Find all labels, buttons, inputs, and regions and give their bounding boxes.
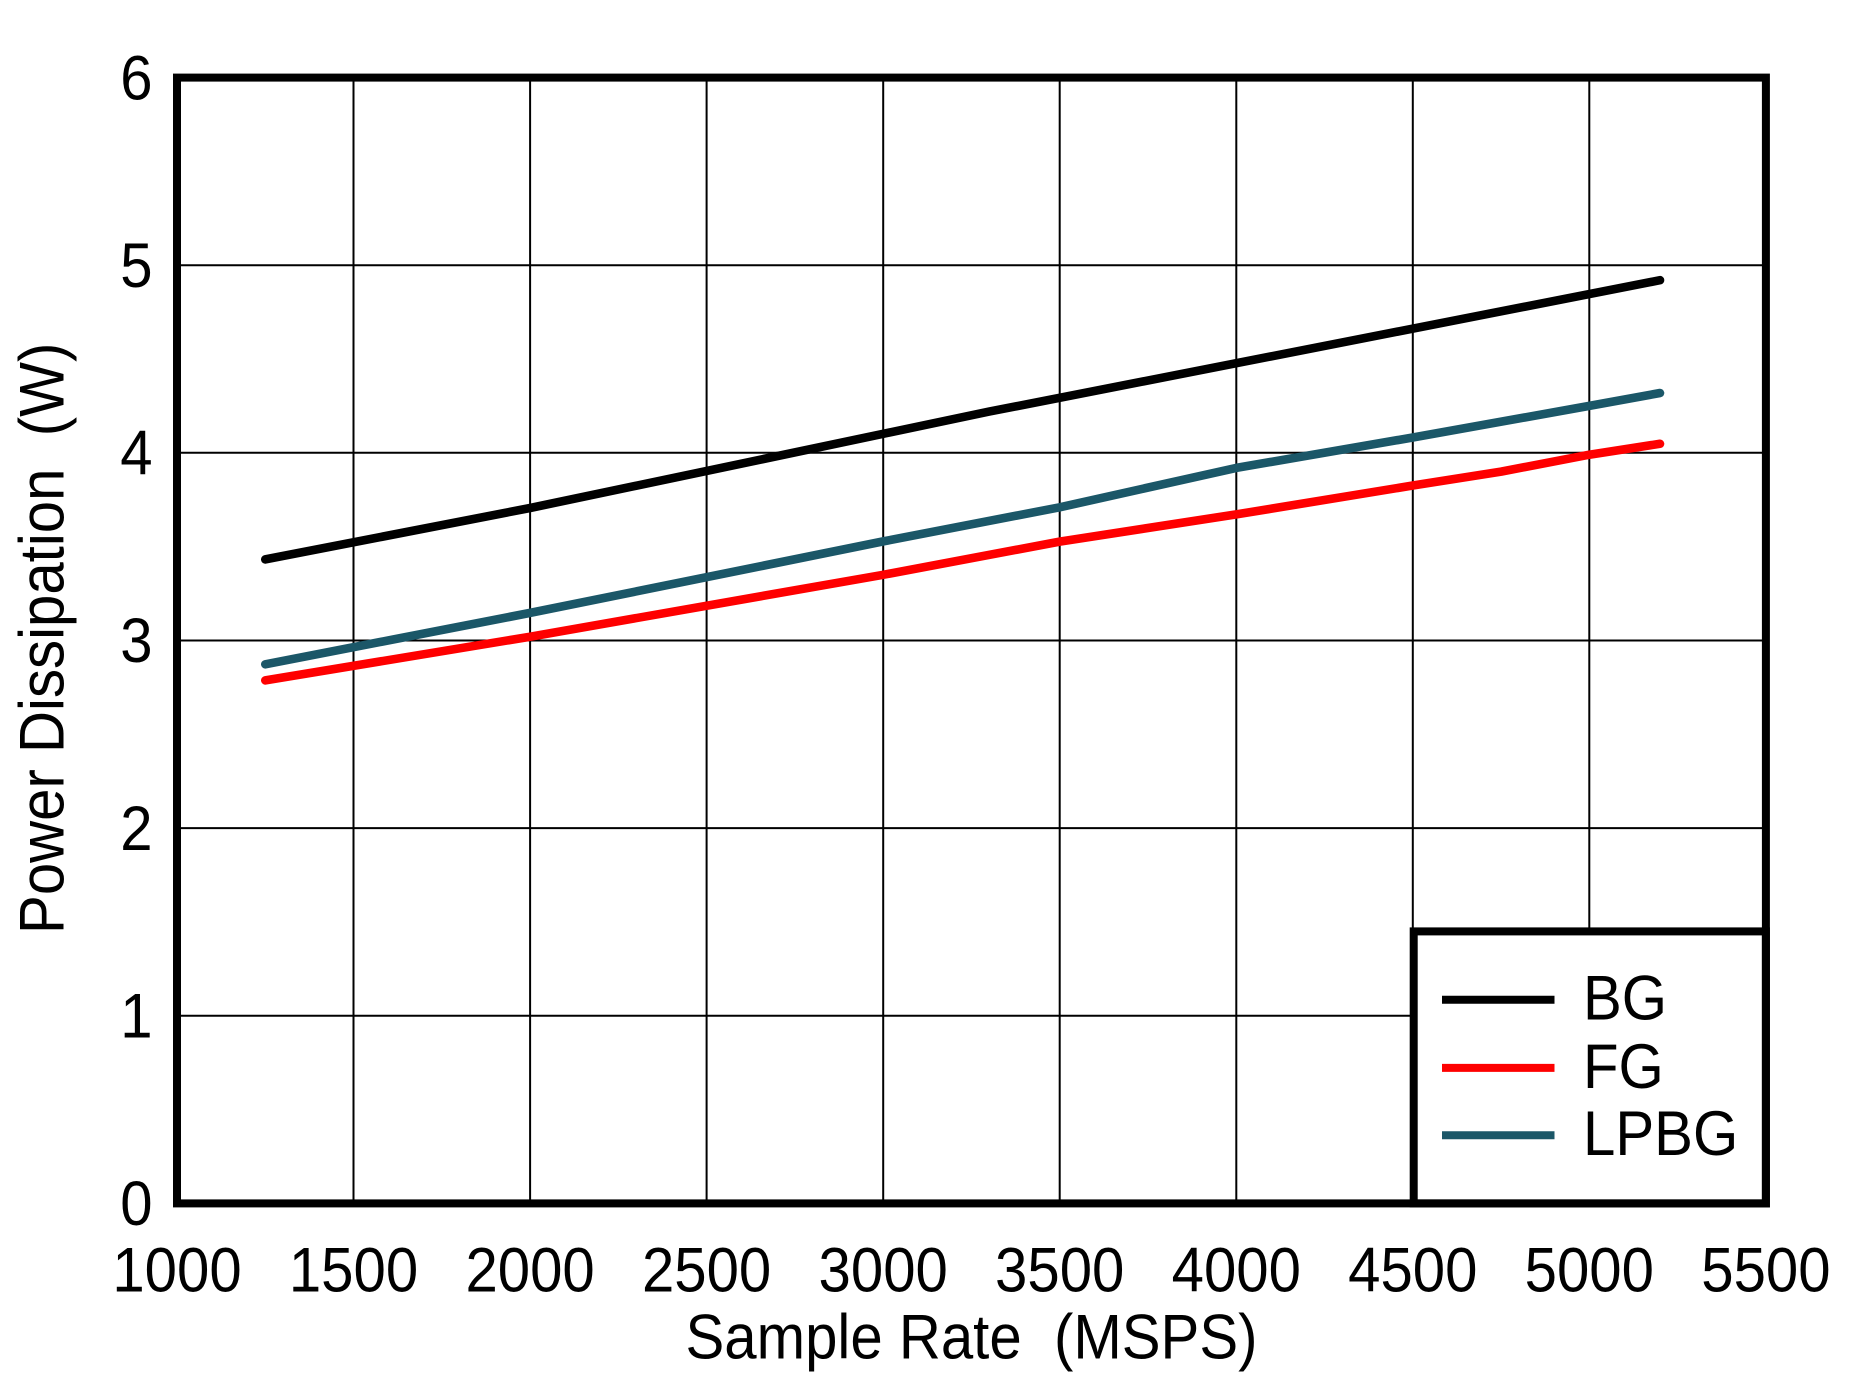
svg-text:4500: 4500 bbox=[1348, 1236, 1477, 1306]
svg-text:5: 5 bbox=[120, 231, 152, 301]
svg-text:5500: 5500 bbox=[1701, 1236, 1830, 1306]
svg-text:0: 0 bbox=[120, 1169, 152, 1239]
svg-text:3: 3 bbox=[120, 606, 152, 676]
svg-text:2500: 2500 bbox=[642, 1236, 771, 1306]
svg-text:Sample Rate (MSPS): Sample Rate (MSPS) bbox=[686, 1303, 1258, 1373]
svg-text:2: 2 bbox=[120, 794, 152, 864]
svg-text:6: 6 bbox=[120, 43, 152, 113]
svg-text:LPBG: LPBG bbox=[1583, 1099, 1738, 1169]
svg-text:FG: FG bbox=[1583, 1032, 1664, 1102]
svg-text:4: 4 bbox=[120, 419, 152, 489]
svg-text:1500: 1500 bbox=[289, 1236, 418, 1306]
svg-text:1: 1 bbox=[120, 982, 152, 1052]
svg-text:1000: 1000 bbox=[112, 1236, 241, 1306]
svg-text:3500: 3500 bbox=[995, 1236, 1124, 1306]
svg-text:Power Dissipation (W): Power Dissipation (W) bbox=[8, 343, 78, 934]
svg-text:5000: 5000 bbox=[1525, 1236, 1654, 1306]
svg-text:3000: 3000 bbox=[819, 1236, 948, 1306]
svg-text:BG: BG bbox=[1583, 963, 1667, 1033]
svg-text:4000: 4000 bbox=[1172, 1236, 1301, 1306]
svg-text:2000: 2000 bbox=[465, 1236, 594, 1306]
